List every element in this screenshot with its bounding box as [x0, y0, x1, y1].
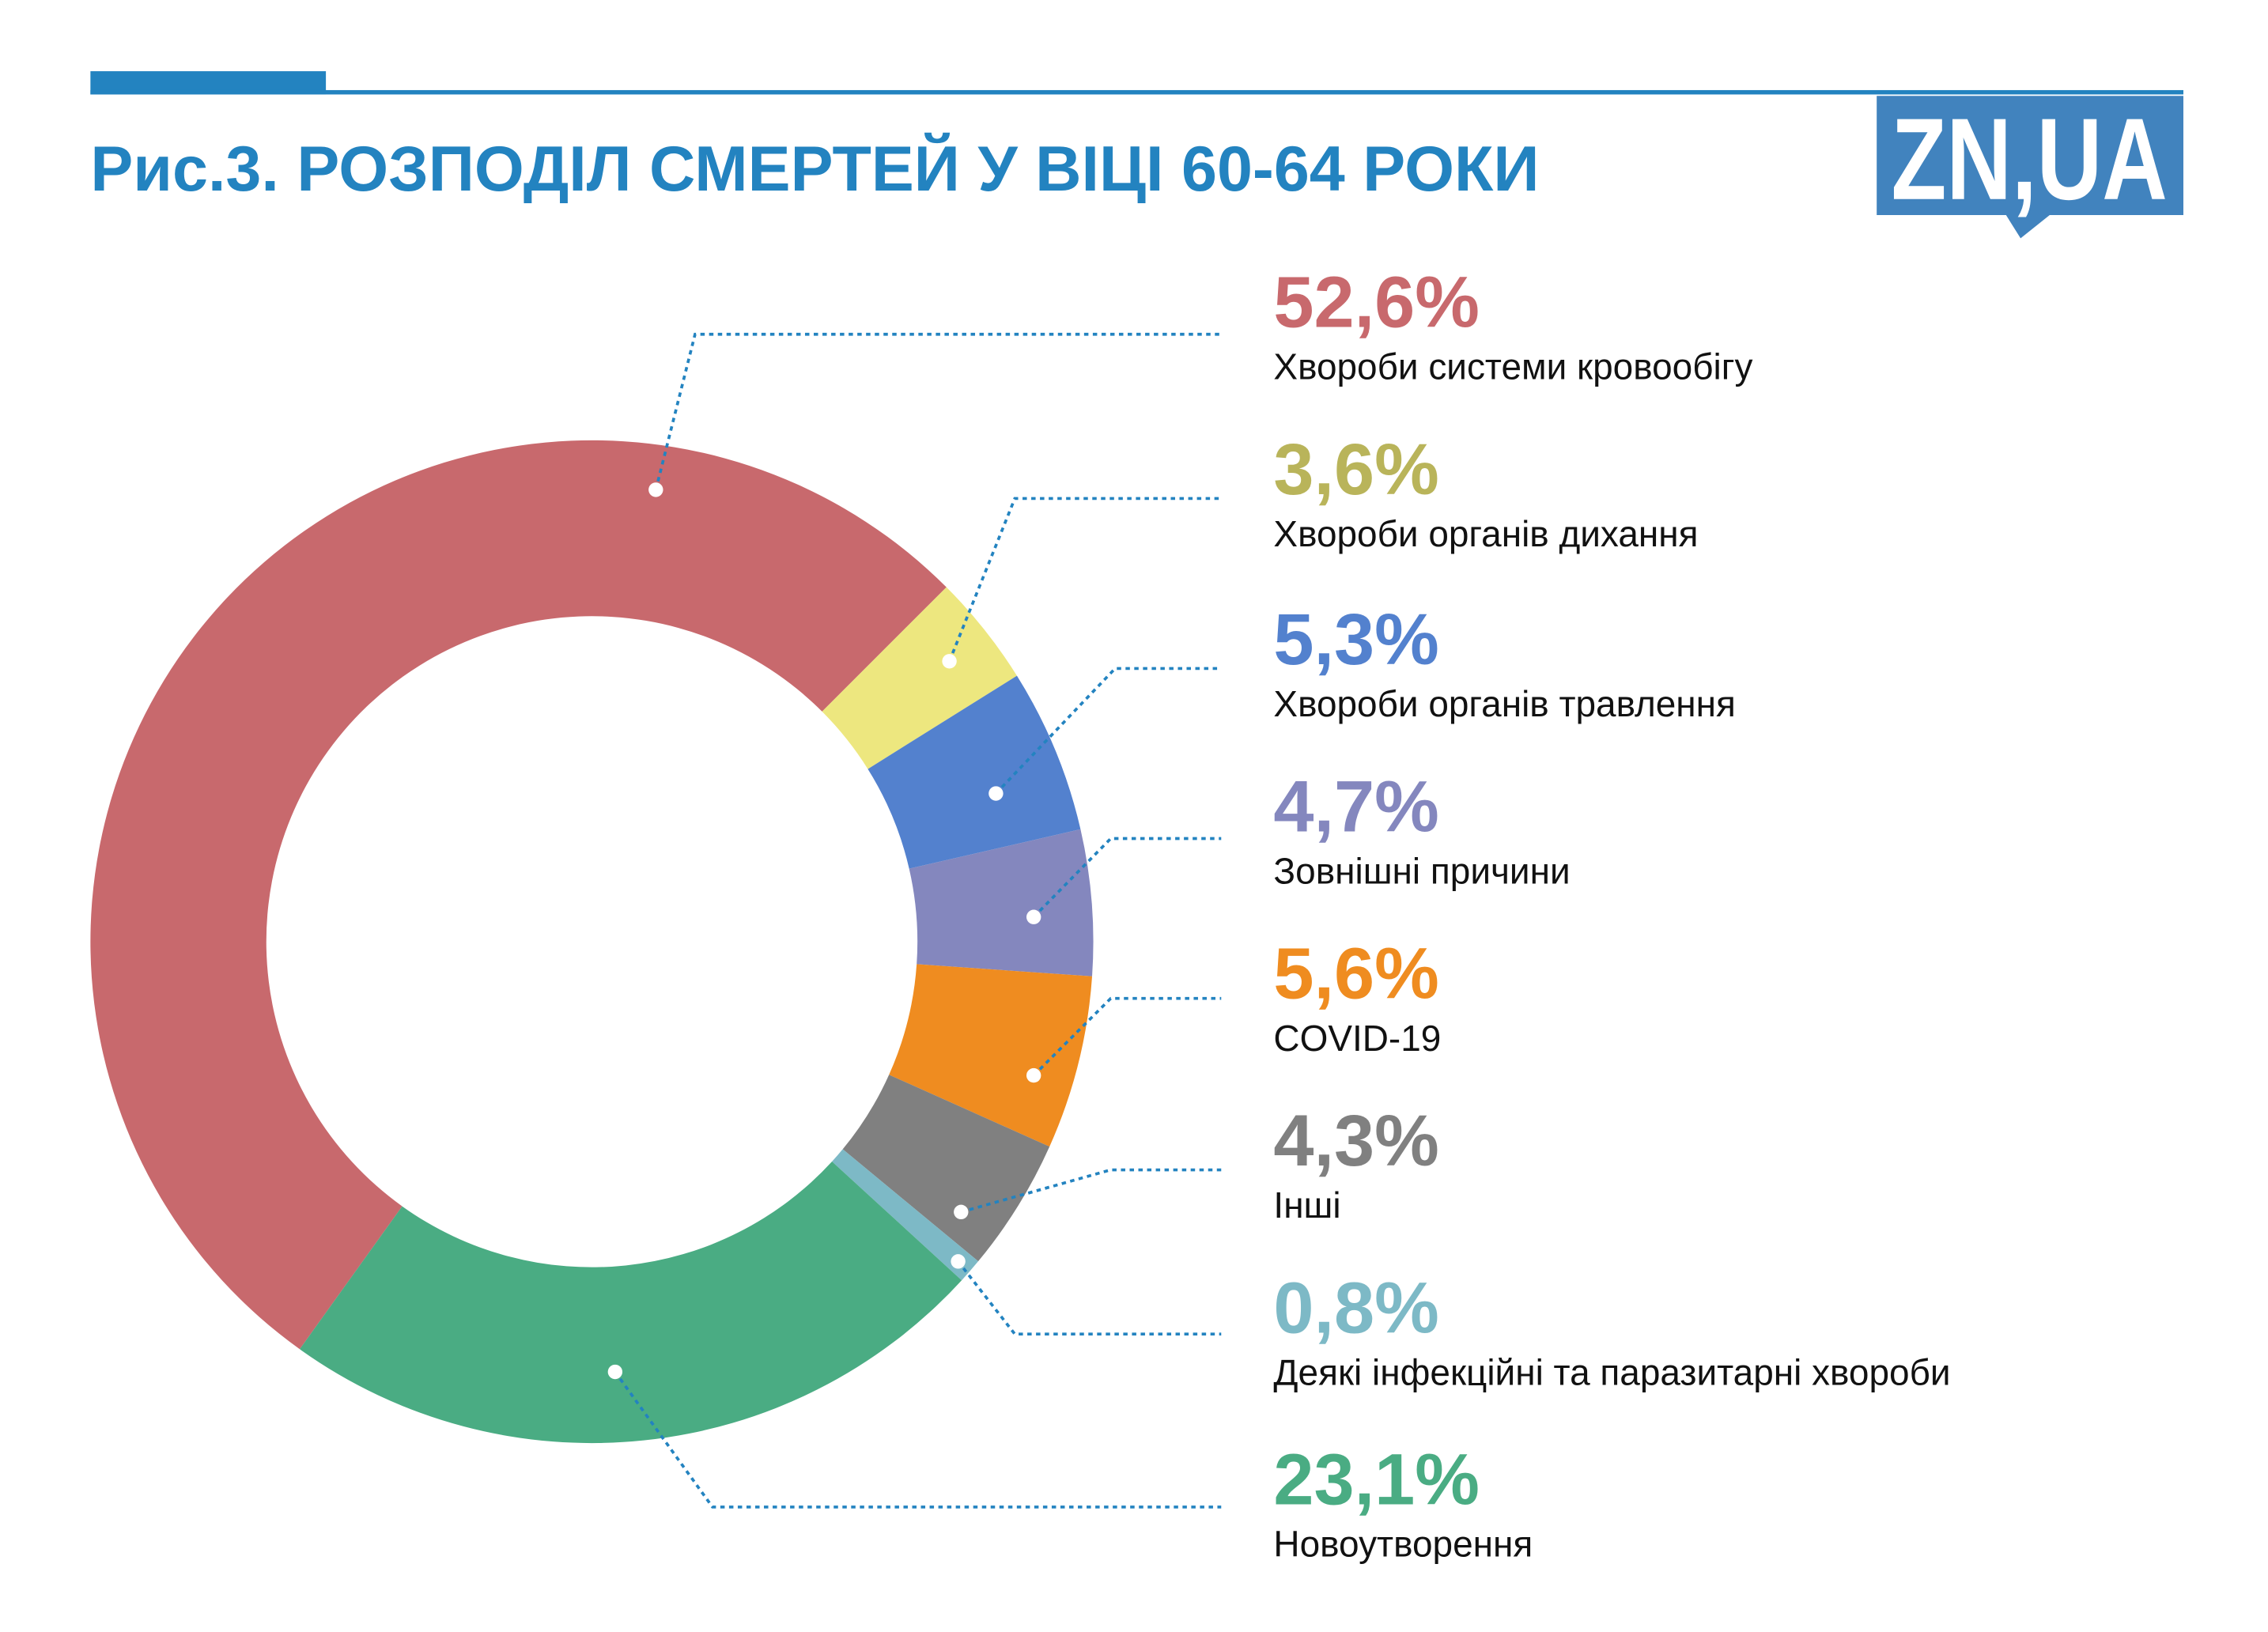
data-label-percent: 4,3%: [1273, 1101, 1438, 1181]
legend-label: Новоутворення: [1273, 1523, 1533, 1564]
leader-line-infectious: [957, 1260, 1222, 1336]
data-label-percent: 52,6%: [1273, 263, 1480, 343]
leader-line-other: [960, 1168, 1222, 1214]
data-label-percent: 0,8%: [1273, 1267, 1438, 1348]
page-title: Рис.3. РОЗПОДІЛ СМЕРТЕЙ У ВІЦІ 60-64 РОК…: [90, 132, 1539, 205]
leader-dot: [1026, 909, 1041, 924]
legend-label: COVID-19: [1273, 1018, 1441, 1059]
data-label-percent: 5,6%: [1273, 934, 1438, 1014]
data-label-percent: 5,3%: [1273, 599, 1438, 680]
legend-label: Хвороби органів травлення: [1273, 683, 1736, 724]
leader-dot: [954, 1204, 969, 1220]
donut-slice: [868, 675, 1081, 869]
legend-label: Хвороби органів дихання: [1273, 513, 1698, 554]
donut-slice: [299, 1162, 962, 1444]
legend-label: Хвороби системи кровообігу: [1273, 346, 1752, 387]
leader-lines: [614, 332, 1222, 1509]
leader-dot: [942, 654, 957, 669]
zn-ua-logo: ZN,UA: [1877, 95, 2183, 239]
leader-line-circulatory: [654, 332, 1222, 490]
legend-label: Зовнішні причини: [1273, 850, 1570, 891]
leader-dot: [1026, 1067, 1041, 1083]
leader-dot: [648, 482, 663, 497]
donut-slice: [842, 1075, 1050, 1262]
leader-dots: [607, 482, 1041, 1380]
data-label-percent: 3,6%: [1273, 429, 1438, 510]
donut-slice: [889, 964, 1093, 1147]
logo-text: ZN,UA: [1892, 95, 2168, 225]
donut-chart: [90, 440, 1094, 1444]
leader-line-covid: [1032, 996, 1222, 1077]
leader-dot: [951, 1254, 966, 1269]
leader-line-external: [1032, 837, 1222, 919]
data-label-percent: 4,7%: [1273, 766, 1438, 847]
legend-label: Інші: [1273, 1184, 1340, 1226]
leader-dot: [988, 786, 1004, 801]
leader-line-neoplasms: [614, 1370, 1222, 1509]
donut-slice: [90, 440, 947, 1350]
donut-slice: [822, 587, 1017, 769]
legend: 52,6%Хвороби системи кровообігу3,6%Хворо…: [1273, 263, 1950, 1565]
leader-line-respiratory: [947, 497, 1222, 662]
header-rule: [90, 89, 2183, 95]
legend-label: Деякі інфекційні та паразитарні хвороби: [1273, 1352, 1950, 1393]
donut-slice: [832, 1149, 979, 1281]
data-label-percent: 23,1%: [1273, 1439, 1480, 1520]
donut-slice: [909, 829, 1094, 977]
leader-dot: [607, 1364, 623, 1380]
